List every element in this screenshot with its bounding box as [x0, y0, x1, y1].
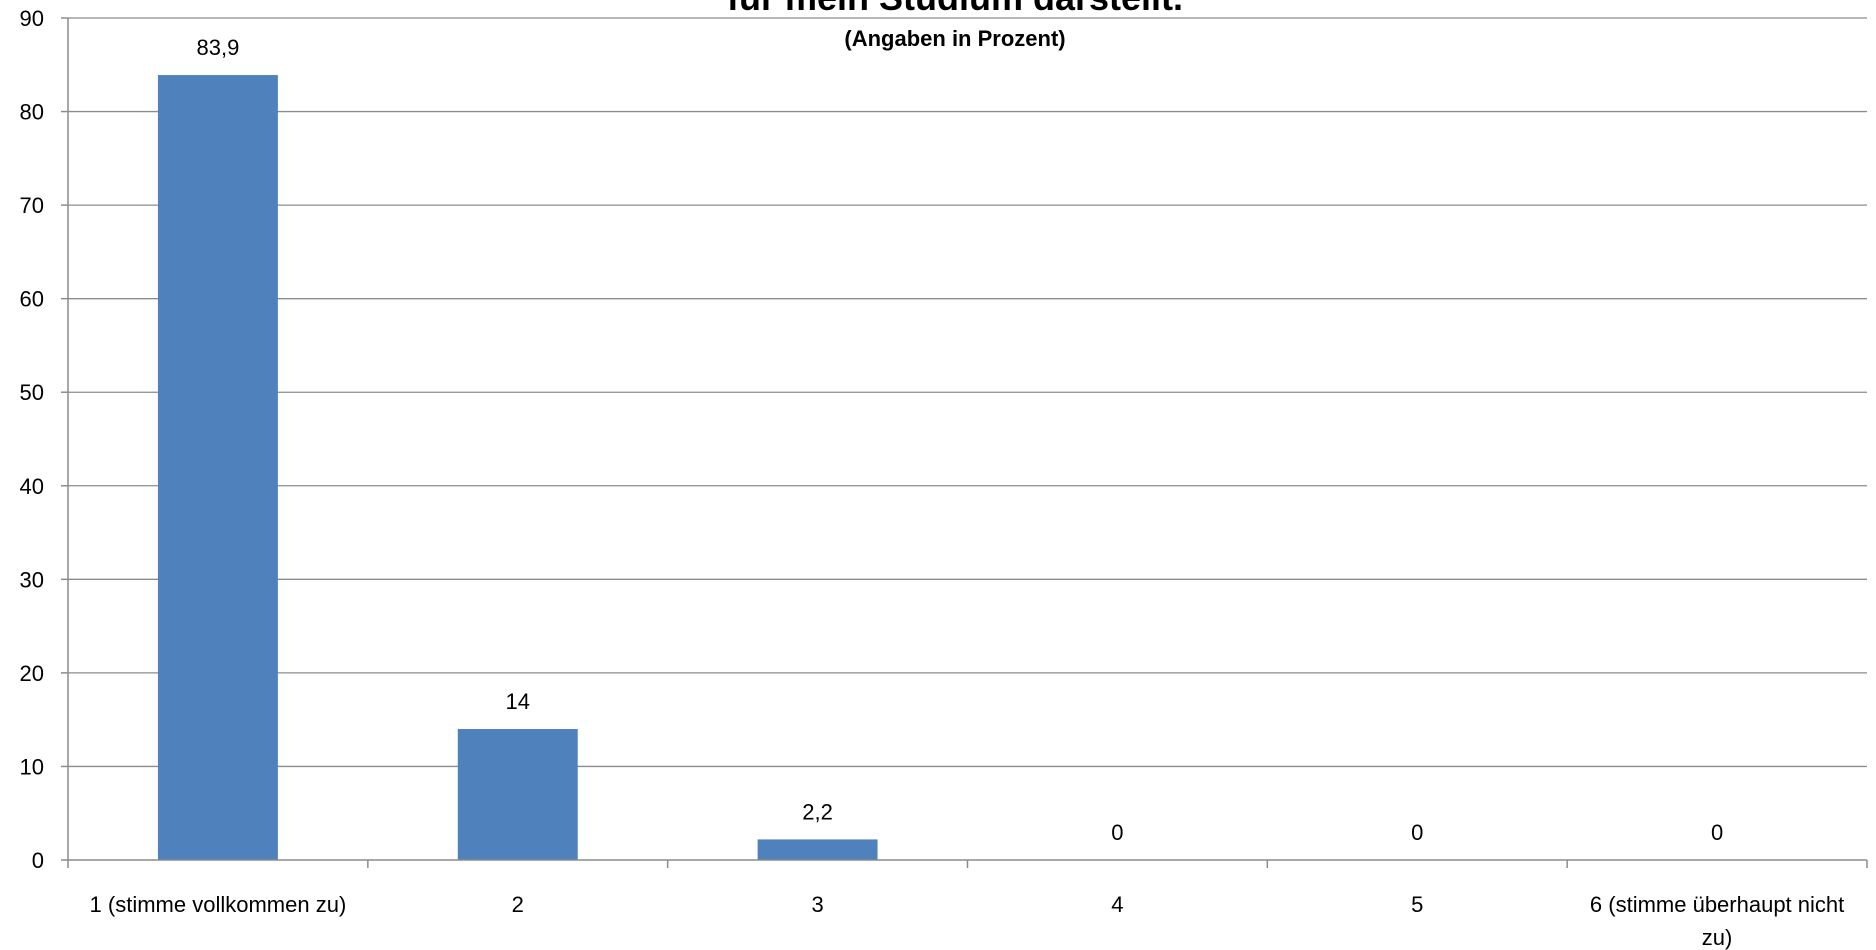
data-label-4: 0: [1111, 820, 1123, 845]
y-tick-label: 60: [20, 287, 44, 312]
y-tick-label: 90: [20, 6, 44, 31]
chart-title: für mein Studium darstellt.: [727, 0, 1183, 18]
axes: [61, 17, 1868, 868]
data-label-5: 0: [1411, 820, 1423, 845]
y-tick-labels: 0 10 20 30 40 50 60 70 80 90: [20, 6, 44, 873]
y-tick-label: 80: [20, 100, 44, 125]
x-tick-label-5: 5: [1411, 892, 1423, 917]
gridlines: [68, 17, 1867, 768]
data-label-2: 14: [506, 689, 530, 714]
y-tick-label: 30: [20, 567, 44, 592]
data-label-1: 83,9: [197, 35, 240, 60]
data-label-3: 2,2: [802, 799, 833, 824]
y-tick-label: 10: [20, 754, 44, 779]
y-tick-label: 50: [20, 380, 44, 405]
bar-3: [757, 839, 878, 860]
y-tick-label: 20: [20, 661, 44, 686]
x-tick-label-1: 1 (stimme vollkommen zu): [90, 892, 347, 917]
x-tick-label-4: 4: [1111, 892, 1123, 917]
y-tick-label: 40: [20, 474, 44, 499]
data-label-6: 0: [1711, 820, 1723, 845]
x-tick-label-6: 6 (stimme überhaupt nicht zu): [1590, 892, 1844, 950]
y-tick-label: 0: [32, 848, 44, 873]
y-tick-label: 70: [20, 193, 44, 218]
bar-1: [157, 75, 278, 860]
bars: [157, 75, 878, 860]
chart-subtitle: (Angaben in Prozent): [844, 26, 1065, 51]
x-tick-label-3: 3: [811, 892, 823, 917]
data-labels: 83,9 14 2,2 0 0 0: [197, 35, 1724, 845]
bar-2: [457, 729, 578, 860]
x-tick-labels: 1 (stimme vollkommen zu) 2 3 4 5 6 (stimme üb…: [90, 892, 1845, 950]
x-tick-label-2: 2: [512, 892, 524, 917]
